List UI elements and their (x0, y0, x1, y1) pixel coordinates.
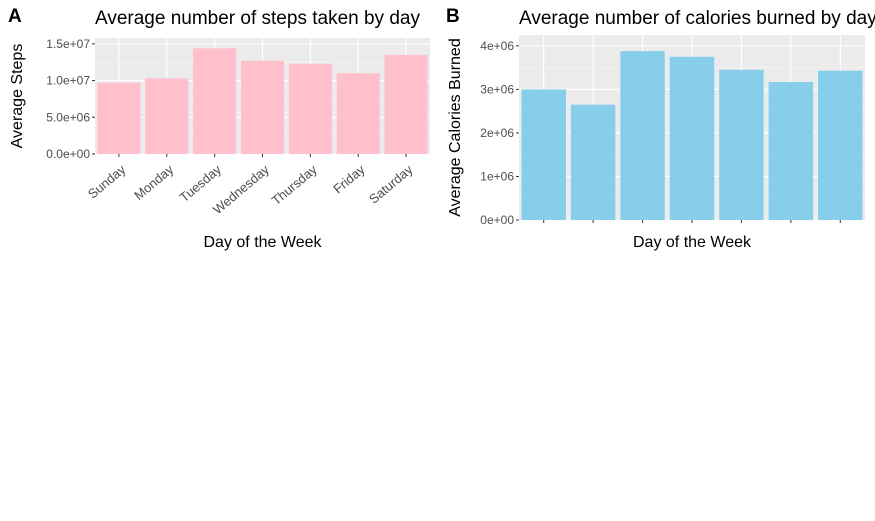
bar-day-1 (521, 89, 566, 220)
panel-b-label: B (446, 6, 460, 27)
x-tick-label-friday: Friday (330, 161, 368, 196)
y-tick-label: 0e+00 (480, 213, 514, 227)
chart-b: 0e+00 1e+06 2e+06 3e+06 4e+06 Day of the Week… (447, 35, 865, 251)
x-tick-label-sunday: Sunday (85, 161, 129, 201)
bar-monday (145, 78, 189, 154)
bar-sunday (97, 82, 141, 154)
y-tick-label: 3e+06 (480, 82, 514, 96)
chart-b-title: Average number of calories burned by day (519, 8, 875, 29)
x-axis-title: Day of the Week (204, 234, 323, 251)
bar-day-4 (669, 56, 715, 220)
y-tick-label: 5.0e+06 (46, 110, 90, 124)
y-axis-title: Average Steps (9, 44, 26, 149)
y-tick-label: 4e+06 (480, 39, 514, 53)
panel-a-label: A (8, 6, 22, 27)
y-tick-label: 2e+06 (480, 126, 514, 140)
bar-thursday (288, 63, 332, 155)
bar-day-7 (818, 70, 863, 220)
bar-day-6 (768, 82, 814, 220)
bar-saturday (384, 54, 428, 154)
y-tick-label: 1.5e+07 (46, 37, 90, 51)
y-tick-label: 0.0e+00 (46, 147, 90, 161)
bar-tuesday (193, 48, 237, 154)
y-tick-label: 1.0e+07 (46, 74, 90, 88)
bar-friday (336, 73, 380, 154)
x-tick-label-thursday: Thursday (269, 161, 321, 208)
x-tick-label-saturday: Saturday (366, 161, 416, 206)
y-tick-label: 1e+06 (480, 169, 514, 183)
chart-a: 0.0e+00 5.0e+06 1.0e+07 1.5e+07 Sunday Monday… (9, 37, 430, 251)
chart-a-title: Average number of steps taken by day (95, 8, 420, 29)
bar-wednesday (240, 60, 285, 155)
bar-day-5 (719, 69, 764, 220)
y-axis-title: Average Calories Burned (447, 38, 464, 216)
bar-day-3 (620, 51, 665, 220)
x-axis-title: Day of the Week (633, 234, 752, 251)
x-tick-label-monday: Monday (131, 161, 176, 203)
bar-day-2 (570, 104, 616, 220)
